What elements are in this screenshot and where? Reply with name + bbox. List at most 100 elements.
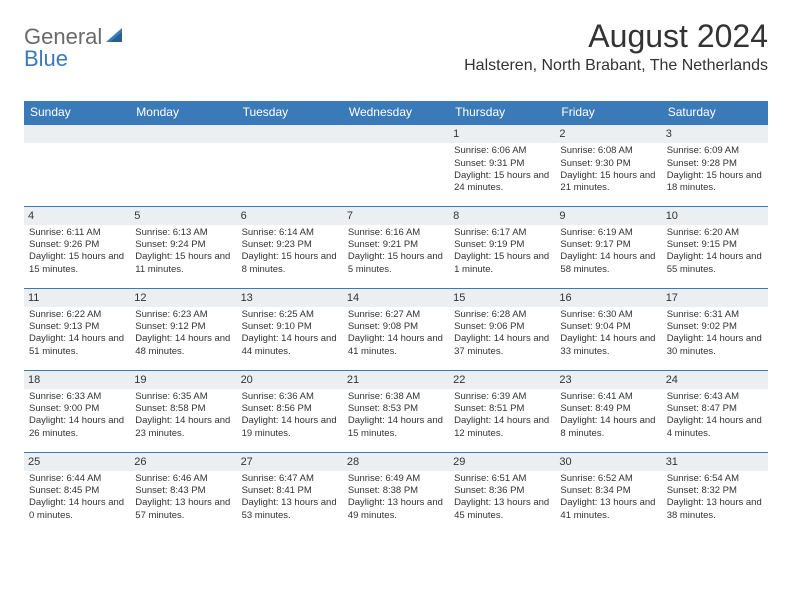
calendar-day-cell: 26Sunrise: 6:46 AMSunset: 8:43 PMDayligh…	[130, 452, 236, 534]
day-info: Sunrise: 6:38 AMSunset: 8:53 PMDaylight:…	[348, 391, 444, 440]
day-number: 25	[24, 453, 130, 471]
day-info: Sunrise: 6:11 AMSunset: 9:26 PMDaylight:…	[29, 227, 125, 276]
day-number: 23	[555, 371, 661, 389]
day-info: Sunrise: 6:51 AMSunset: 8:36 PMDaylight:…	[454, 473, 550, 522]
day-info: Sunrise: 6:43 AMSunset: 8:47 PMDaylight:…	[667, 391, 763, 440]
calendar-table: SundayMondayTuesdayWednesdayThursdayFrid…	[24, 101, 768, 534]
day-number: 26	[130, 453, 236, 471]
day-number: 6	[237, 207, 343, 225]
day-info: Sunrise: 6:31 AMSunset: 9:02 PMDaylight:…	[667, 309, 763, 358]
day-info: Sunrise: 6:49 AMSunset: 8:38 PMDaylight:…	[348, 473, 444, 522]
page-header: General August 2024 Halsteren, North Bra…	[24, 18, 768, 75]
weekday-header: Sunday	[24, 101, 130, 124]
day-number: 28	[343, 453, 449, 471]
day-info: Sunrise: 6:36 AMSunset: 8:56 PMDaylight:…	[242, 391, 338, 440]
calendar-day-cell	[130, 124, 236, 206]
calendar-week-row: 25 Sunrise: 6:44 AMSunset: 8:45 PMDayligh…	[24, 452, 768, 534]
day-number: 20	[237, 371, 343, 389]
day-number: 30	[555, 453, 661, 471]
day-info: Sunrise: 6:19 AMSunset: 9:17 PMDaylight:…	[560, 227, 656, 276]
calendar-day-cell: 4 Sunrise: 6:11 AMSunset: 9:26 PMDaylight…	[24, 206, 130, 288]
calendar-day-cell: 1 Sunrise: 6:06 AMSunset: 9:31 PMDaylight…	[449, 124, 555, 206]
day-number: 15	[449, 289, 555, 307]
calendar-day-cell: 19 Sunrise: 6:35 AMSunset: 8:58 PMDayligh…	[130, 370, 236, 452]
calendar-day-cell: 10Sunrise: 6:20 AMSunset: 9:15 PMDayligh…	[662, 206, 768, 288]
day-info: Sunrise: 6:23 AMSunset: 9:12 PMDaylight:…	[135, 309, 231, 358]
day-number: 14	[343, 289, 449, 307]
calendar-day-cell: 11Sunrise: 6:22 AMSunset: 9:13 PMDayligh…	[24, 288, 130, 370]
day-number: 24	[662, 371, 768, 389]
day-info: Sunrise: 6:35 AMSunset: 8:58 PMDaylight:…	[135, 391, 231, 440]
calendar-day-cell: 8Sunrise: 6:17 AMSunset: 9:19 PMDaylight…	[449, 206, 555, 288]
calendar-week-row: 11Sunrise: 6:22 AMSunset: 9:13 PMDayligh…	[24, 288, 768, 370]
calendar-day-cell: 3 Sunrise: 6:09 AMSunset: 9:28 PMDaylight…	[662, 124, 768, 206]
day-number: 11	[24, 289, 130, 307]
calendar-day-cell: 28 Sunrise: 6:49 AMSunset: 8:38 PMDayligh…	[343, 452, 449, 534]
day-info: Sunrise: 6:06 AMSunset: 9:31 PMDaylight:…	[454, 145, 550, 194]
day-info: Sunrise: 6:44 AMSunset: 8:45 PMDaylight:…	[29, 473, 125, 522]
day-info: Sunrise: 6:52 AMSunset: 8:34 PMDaylight:…	[560, 473, 656, 522]
calendar-day-cell: 17 Sunrise: 6:31 AMSunset: 9:02 PMDayligh…	[662, 288, 768, 370]
calendar-day-cell: 30 Sunrise: 6:52 AMSunset: 8:34 PMDayligh…	[555, 452, 661, 534]
calendar-day-cell: 12 Sunrise: 6:23 AMSunset: 9:12 PMDayligh…	[130, 288, 236, 370]
day-number: 21	[343, 371, 449, 389]
day-number: 27	[237, 453, 343, 471]
calendar-day-cell	[24, 124, 130, 206]
month-title: August 2024	[464, 18, 768, 55]
day-number: 1	[449, 125, 555, 143]
day-info: Sunrise: 6:14 AMSunset: 9:23 PMDaylight:…	[242, 227, 338, 276]
logo-triangle-icon	[106, 26, 126, 49]
calendar-day-cell: 13 Sunrise: 6:25 AMSunset: 9:10 PMDayligh…	[237, 288, 343, 370]
day-number: 12	[130, 289, 236, 307]
weekday-header: Tuesday	[237, 101, 343, 124]
calendar-day-cell: 20 Sunrise: 6:36 AMSunset: 8:56 PMDayligh…	[237, 370, 343, 452]
empty-day	[237, 125, 343, 143]
day-number: 13	[237, 289, 343, 307]
day-info: Sunrise: 6:09 AMSunset: 9:28 PMDaylight:…	[667, 145, 763, 194]
day-number: 29	[449, 453, 555, 471]
calendar-day-cell	[237, 124, 343, 206]
weekday-header: Thursday	[449, 101, 555, 124]
calendar-day-cell: 22 Sunrise: 6:39 AMSunset: 8:51 PMDayligh…	[449, 370, 555, 452]
day-info: Sunrise: 6:30 AMSunset: 9:04 PMDaylight:…	[560, 309, 656, 358]
day-number: 8	[449, 207, 555, 225]
calendar-week-row: 18Sunrise: 6:33 AMSunset: 9:00 PMDayligh…	[24, 370, 768, 452]
day-info: Sunrise: 6:13 AMSunset: 9:24 PMDaylight:…	[135, 227, 231, 276]
day-info: Sunrise: 6:33 AMSunset: 9:00 PMDaylight:…	[29, 391, 125, 440]
day-info: Sunrise: 6:41 AMSunset: 8:49 PMDaylight:…	[560, 391, 656, 440]
calendar-day-cell: 16 Sunrise: 6:30 AMSunset: 9:04 PMDayligh…	[555, 288, 661, 370]
title-block: August 2024 Halsteren, North Brabant, Th…	[464, 18, 768, 75]
calendar-day-cell: 6 Sunrise: 6:14 AMSunset: 9:23 PMDaylight…	[237, 206, 343, 288]
calendar-week-row: 4 Sunrise: 6:11 AMSunset: 9:26 PMDaylight…	[24, 206, 768, 288]
day-info: Sunrise: 6:25 AMSunset: 9:10 PMDaylight:…	[242, 309, 338, 358]
day-number: 22	[449, 371, 555, 389]
empty-day	[130, 125, 236, 143]
calendar-day-cell: 29 Sunrise: 6:51 AMSunset: 8:36 PMDayligh…	[449, 452, 555, 534]
day-info: Sunrise: 6:16 AMSunset: 9:21 PMDaylight:…	[348, 227, 444, 276]
logo-text-blue: Blue	[24, 46, 68, 71]
day-number: 4	[24, 207, 130, 225]
day-info: Sunrise: 6:47 AMSunset: 8:41 PMDaylight:…	[242, 473, 338, 522]
calendar-week-row: 1 Sunrise: 6:06 AMSunset: 9:31 PMDaylight…	[24, 124, 768, 206]
calendar-day-cell: 14 Sunrise: 6:27 AMSunset: 9:08 PMDayligh…	[343, 288, 449, 370]
calendar-day-cell: 24 Sunrise: 6:43 AMSunset: 8:47 PMDayligh…	[662, 370, 768, 452]
calendar-day-cell: 5 Sunrise: 6:13 AMSunset: 9:24 PMDaylight…	[130, 206, 236, 288]
day-number: 17	[662, 289, 768, 307]
day-info: Sunrise: 6:39 AMSunset: 8:51 PMDaylight:…	[454, 391, 550, 440]
day-number: 16	[555, 289, 661, 307]
calendar-day-cell	[343, 124, 449, 206]
weekday-header: Friday	[555, 101, 661, 124]
calendar-day-cell: 23 Sunrise: 6:41 AMSunset: 8:49 PMDayligh…	[555, 370, 661, 452]
calendar-day-cell: 21 Sunrise: 6:38 AMSunset: 8:53 PMDayligh…	[343, 370, 449, 452]
calendar-day-cell: 9Sunrise: 6:19 AMSunset: 9:17 PMDaylight…	[555, 206, 661, 288]
day-number: 3	[662, 125, 768, 143]
calendar-page: General August 2024 Halsteren, North Bra…	[0, 0, 792, 544]
calendar-header-row: SundayMondayTuesdayWednesdayThursdayFrid…	[24, 101, 768, 124]
calendar-day-cell: 7Sunrise: 6:16 AMSunset: 9:21 PMDaylight…	[343, 206, 449, 288]
day-number: 5	[130, 207, 236, 225]
day-number: 19	[130, 371, 236, 389]
calendar-day-cell: 18Sunrise: 6:33 AMSunset: 9:00 PMDayligh…	[24, 370, 130, 452]
day-info: Sunrise: 6:27 AMSunset: 9:08 PMDaylight:…	[348, 309, 444, 358]
calendar-day-cell: 15Sunrise: 6:28 AMSunset: 9:06 PMDayligh…	[449, 288, 555, 370]
calendar-day-cell: 2Sunrise: 6:08 AMSunset: 9:30 PMDaylight…	[555, 124, 661, 206]
